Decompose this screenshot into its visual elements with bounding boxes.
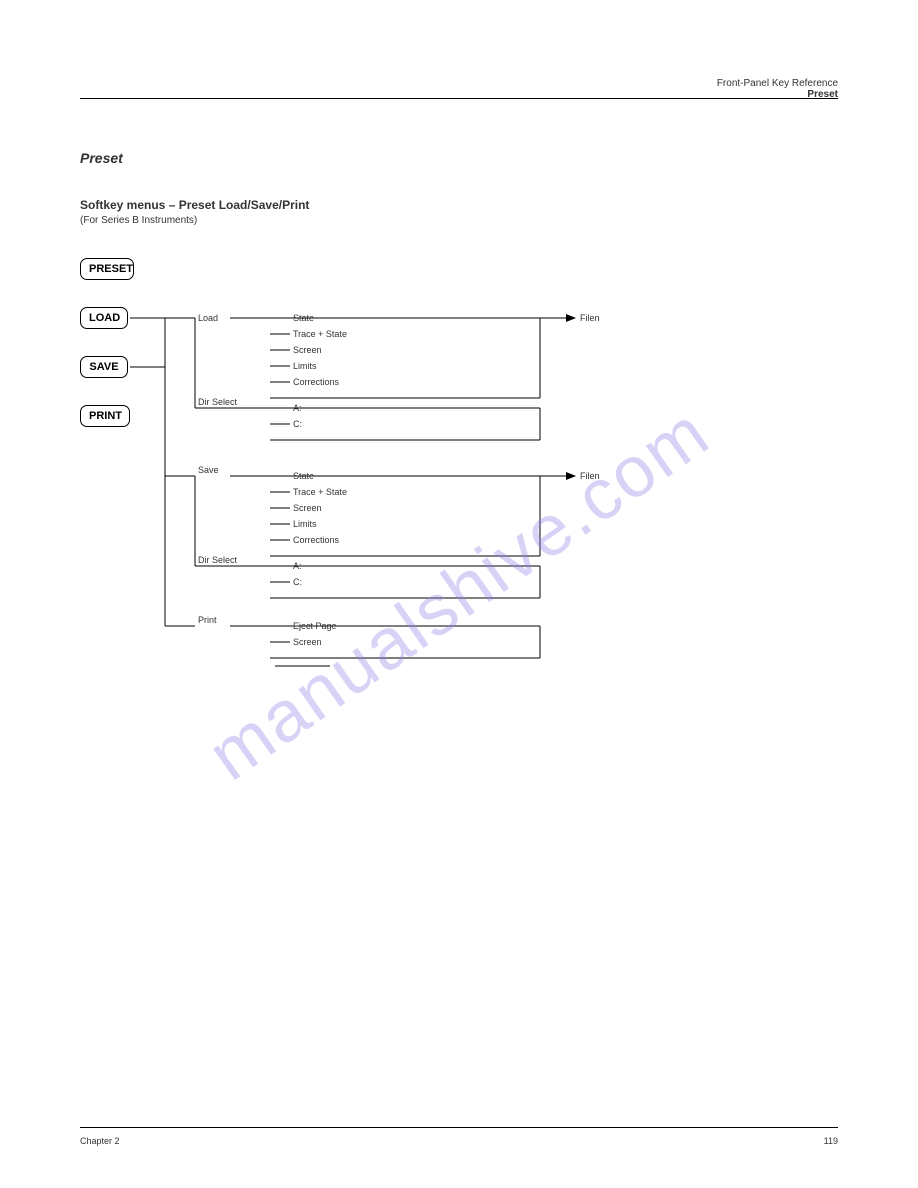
svg-text:A:: A: xyxy=(293,561,302,571)
svg-text:Corrections: Corrections xyxy=(293,377,340,387)
svg-text:Corrections: Corrections xyxy=(293,535,340,545)
subtitle: Softkey menus – Preset Load/Save/Print xyxy=(80,198,309,212)
section-title: Preset xyxy=(80,150,123,166)
svg-text:Dir Select: Dir Select xyxy=(198,397,238,407)
header-rule xyxy=(80,98,838,99)
svg-text:C:: C: xyxy=(293,419,302,429)
svg-text:Trace + State: Trace + State xyxy=(293,487,347,497)
svg-text:Limits: Limits xyxy=(293,519,317,529)
footer-left: Chapter 2 xyxy=(80,1136,120,1146)
page: Front-Panel Key Reference Preset Preset … xyxy=(0,0,918,1188)
svg-text:State: State xyxy=(293,471,314,481)
svg-text:Trace + State: Trace + State xyxy=(293,329,347,339)
svg-text:Eject Page: Eject Page xyxy=(293,621,337,631)
svg-text:State: State xyxy=(293,313,314,323)
svg-text:Dir Select: Dir Select xyxy=(198,555,238,565)
svg-text:Screen: Screen xyxy=(293,503,322,513)
header-line1: Front-Panel Key Reference xyxy=(717,78,838,89)
svg-text:Save: Save xyxy=(198,465,219,475)
svg-text:Limits: Limits xyxy=(293,361,317,371)
header-right: Front-Panel Key Reference Preset xyxy=(717,78,838,100)
footer-rule xyxy=(80,1127,838,1128)
menu-diagram: Load State Trace + State Screen Limits C… xyxy=(80,258,600,678)
svg-text:Print: Print xyxy=(198,615,217,625)
svg-text:Screen: Screen xyxy=(293,345,322,355)
label-load: Load xyxy=(198,313,218,323)
svg-text:C:: C: xyxy=(293,577,302,587)
svg-text:Screen: Screen xyxy=(293,637,322,647)
subtitle-note: (For Series B Instruments) xyxy=(80,215,197,226)
svg-text:A:: A: xyxy=(293,403,302,413)
footer-right: 119 xyxy=(824,1136,838,1146)
svg-text:Filename: Filename xyxy=(580,471,600,481)
svg-text:Filename: Filename xyxy=(580,313,600,323)
